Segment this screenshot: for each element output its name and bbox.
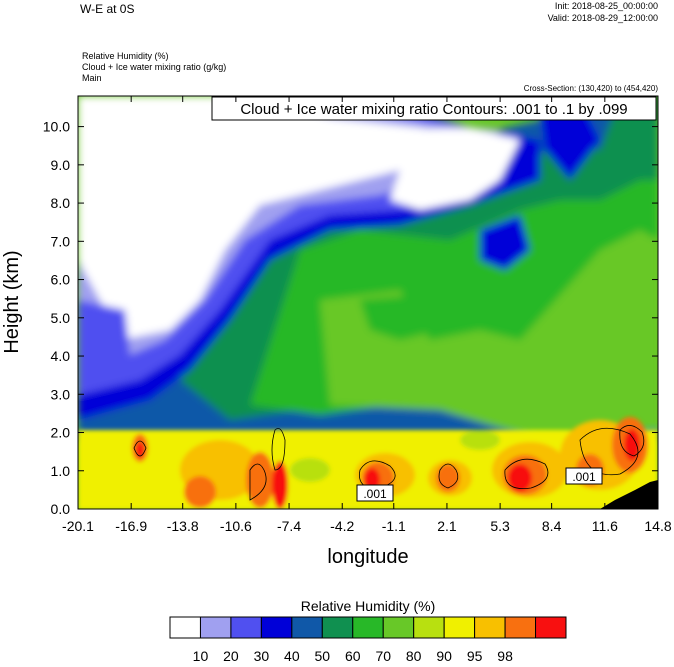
colorbar-swatch [443, 616, 476, 639]
colorbar-label: 95 [467, 648, 483, 664]
y-tick-label: 9.0 [51, 157, 71, 173]
field-label-main: Main [82, 73, 102, 83]
colorbar-label: 60 [345, 648, 361, 664]
y-tick-label: 10.0 [43, 119, 70, 135]
colorbar-swatch [413, 616, 445, 639]
x-tick-label: -20.1 [62, 518, 94, 534]
field-label-qcloud: Cloud + Ice water mixing ratio (g/kg) [82, 62, 226, 72]
colorbar-label: 80 [406, 648, 422, 664]
x-tick-label: 14.8 [644, 518, 671, 534]
field-label-rh: Relative Humidity (%) [82, 51, 169, 61]
y-axis: 0.0 1.0 2.0 3.0 4.0 5.0 6.0 7.0 8.0 9.0 10.0 [43, 119, 658, 517]
colorbar-swatch [382, 616, 415, 639]
colorbar-swatch [321, 616, 354, 639]
y-tick-label: 2.0 [51, 425, 71, 441]
contour-value-label: .001 [363, 487, 387, 501]
y-tick-label: 4.0 [51, 348, 71, 364]
colorbar-swatch [352, 616, 384, 639]
x-axis: -20.1 -16.9 -13.8 -10.6 -7.4 -4.2 -1.1 2.1 5.3 8.… [62, 96, 672, 534]
y-tick-label: 3.0 [51, 386, 71, 402]
x-tick-label: 8.4 [542, 518, 562, 534]
colorbar-label: 98 [497, 648, 513, 664]
y-tick-label: 1.0 [51, 463, 71, 479]
x-tick-label: -1.1 [382, 518, 406, 534]
y-tick-label: 8.0 [51, 195, 71, 211]
colorbar-swatch [230, 616, 262, 639]
y-axis-label: Height (km) [1, 250, 23, 353]
colorbar-swatch [199, 616, 232, 639]
chart-title: W-E at 0S [80, 2, 134, 16]
colorbar: 10 20 30 40 50 60 70 80 90 95 98 [169, 616, 567, 664]
cross-section-label: Cross-Section: (130,420) to (454,420) [524, 84, 659, 93]
contour-info-box [211, 96, 657, 121]
colorbar-swatch [291, 616, 323, 639]
colorbar-label: 20 [223, 648, 239, 664]
x-tick-label: -13.8 [167, 518, 199, 534]
terrain [600, 480, 658, 509]
contour-value-label: .001 [572, 470, 596, 484]
x-tick-label: 2.1 [437, 518, 457, 534]
colorbar-label: 70 [375, 648, 391, 664]
x-tick-label: 11.6 [592, 518, 618, 534]
init-time: Init: 2018-08-25_00:00:00 [555, 1, 658, 11]
colorbar-label: 90 [436, 648, 452, 664]
y-tick-label: 7.0 [51, 233, 71, 249]
x-tick-label: -4.2 [330, 518, 354, 534]
colorbar-swatch [260, 616, 293, 639]
contour-value-box [356, 484, 394, 502]
x-tick-label: 5.3 [490, 518, 510, 534]
plot-frame [77, 95, 659, 510]
contour-value-box [565, 467, 603, 485]
colorbar-title: Relative Humidity (%) [301, 598, 436, 614]
y-tick-label: 6.0 [51, 272, 71, 288]
colorbar-label: 10 [193, 648, 209, 664]
valid-time: Valid: 2018-08-29_12:00:00 [548, 13, 658, 23]
contour-info-label: Cloud + Ice water mixing ratio Contours:… [240, 101, 627, 118]
y-tick-label: 5.0 [51, 310, 71, 326]
x-axis-label: longitude [327, 546, 408, 568]
x-tick-label: -10.6 [220, 518, 252, 534]
colorbar-label: 50 [315, 648, 331, 664]
x-tick-label: -7.4 [277, 518, 301, 534]
colorbar-label: 40 [284, 648, 300, 664]
colorbar-swatch [535, 616, 567, 639]
colorbar-swatch [474, 616, 506, 639]
humidity-field [78, 96, 658, 509]
colorbar-swatch [504, 616, 537, 639]
x-tick-label: -16.9 [115, 518, 147, 534]
colorbar-swatch [169, 616, 201, 639]
y-tick-label: 0.0 [51, 501, 71, 517]
colorbar-label: 30 [254, 648, 270, 664]
